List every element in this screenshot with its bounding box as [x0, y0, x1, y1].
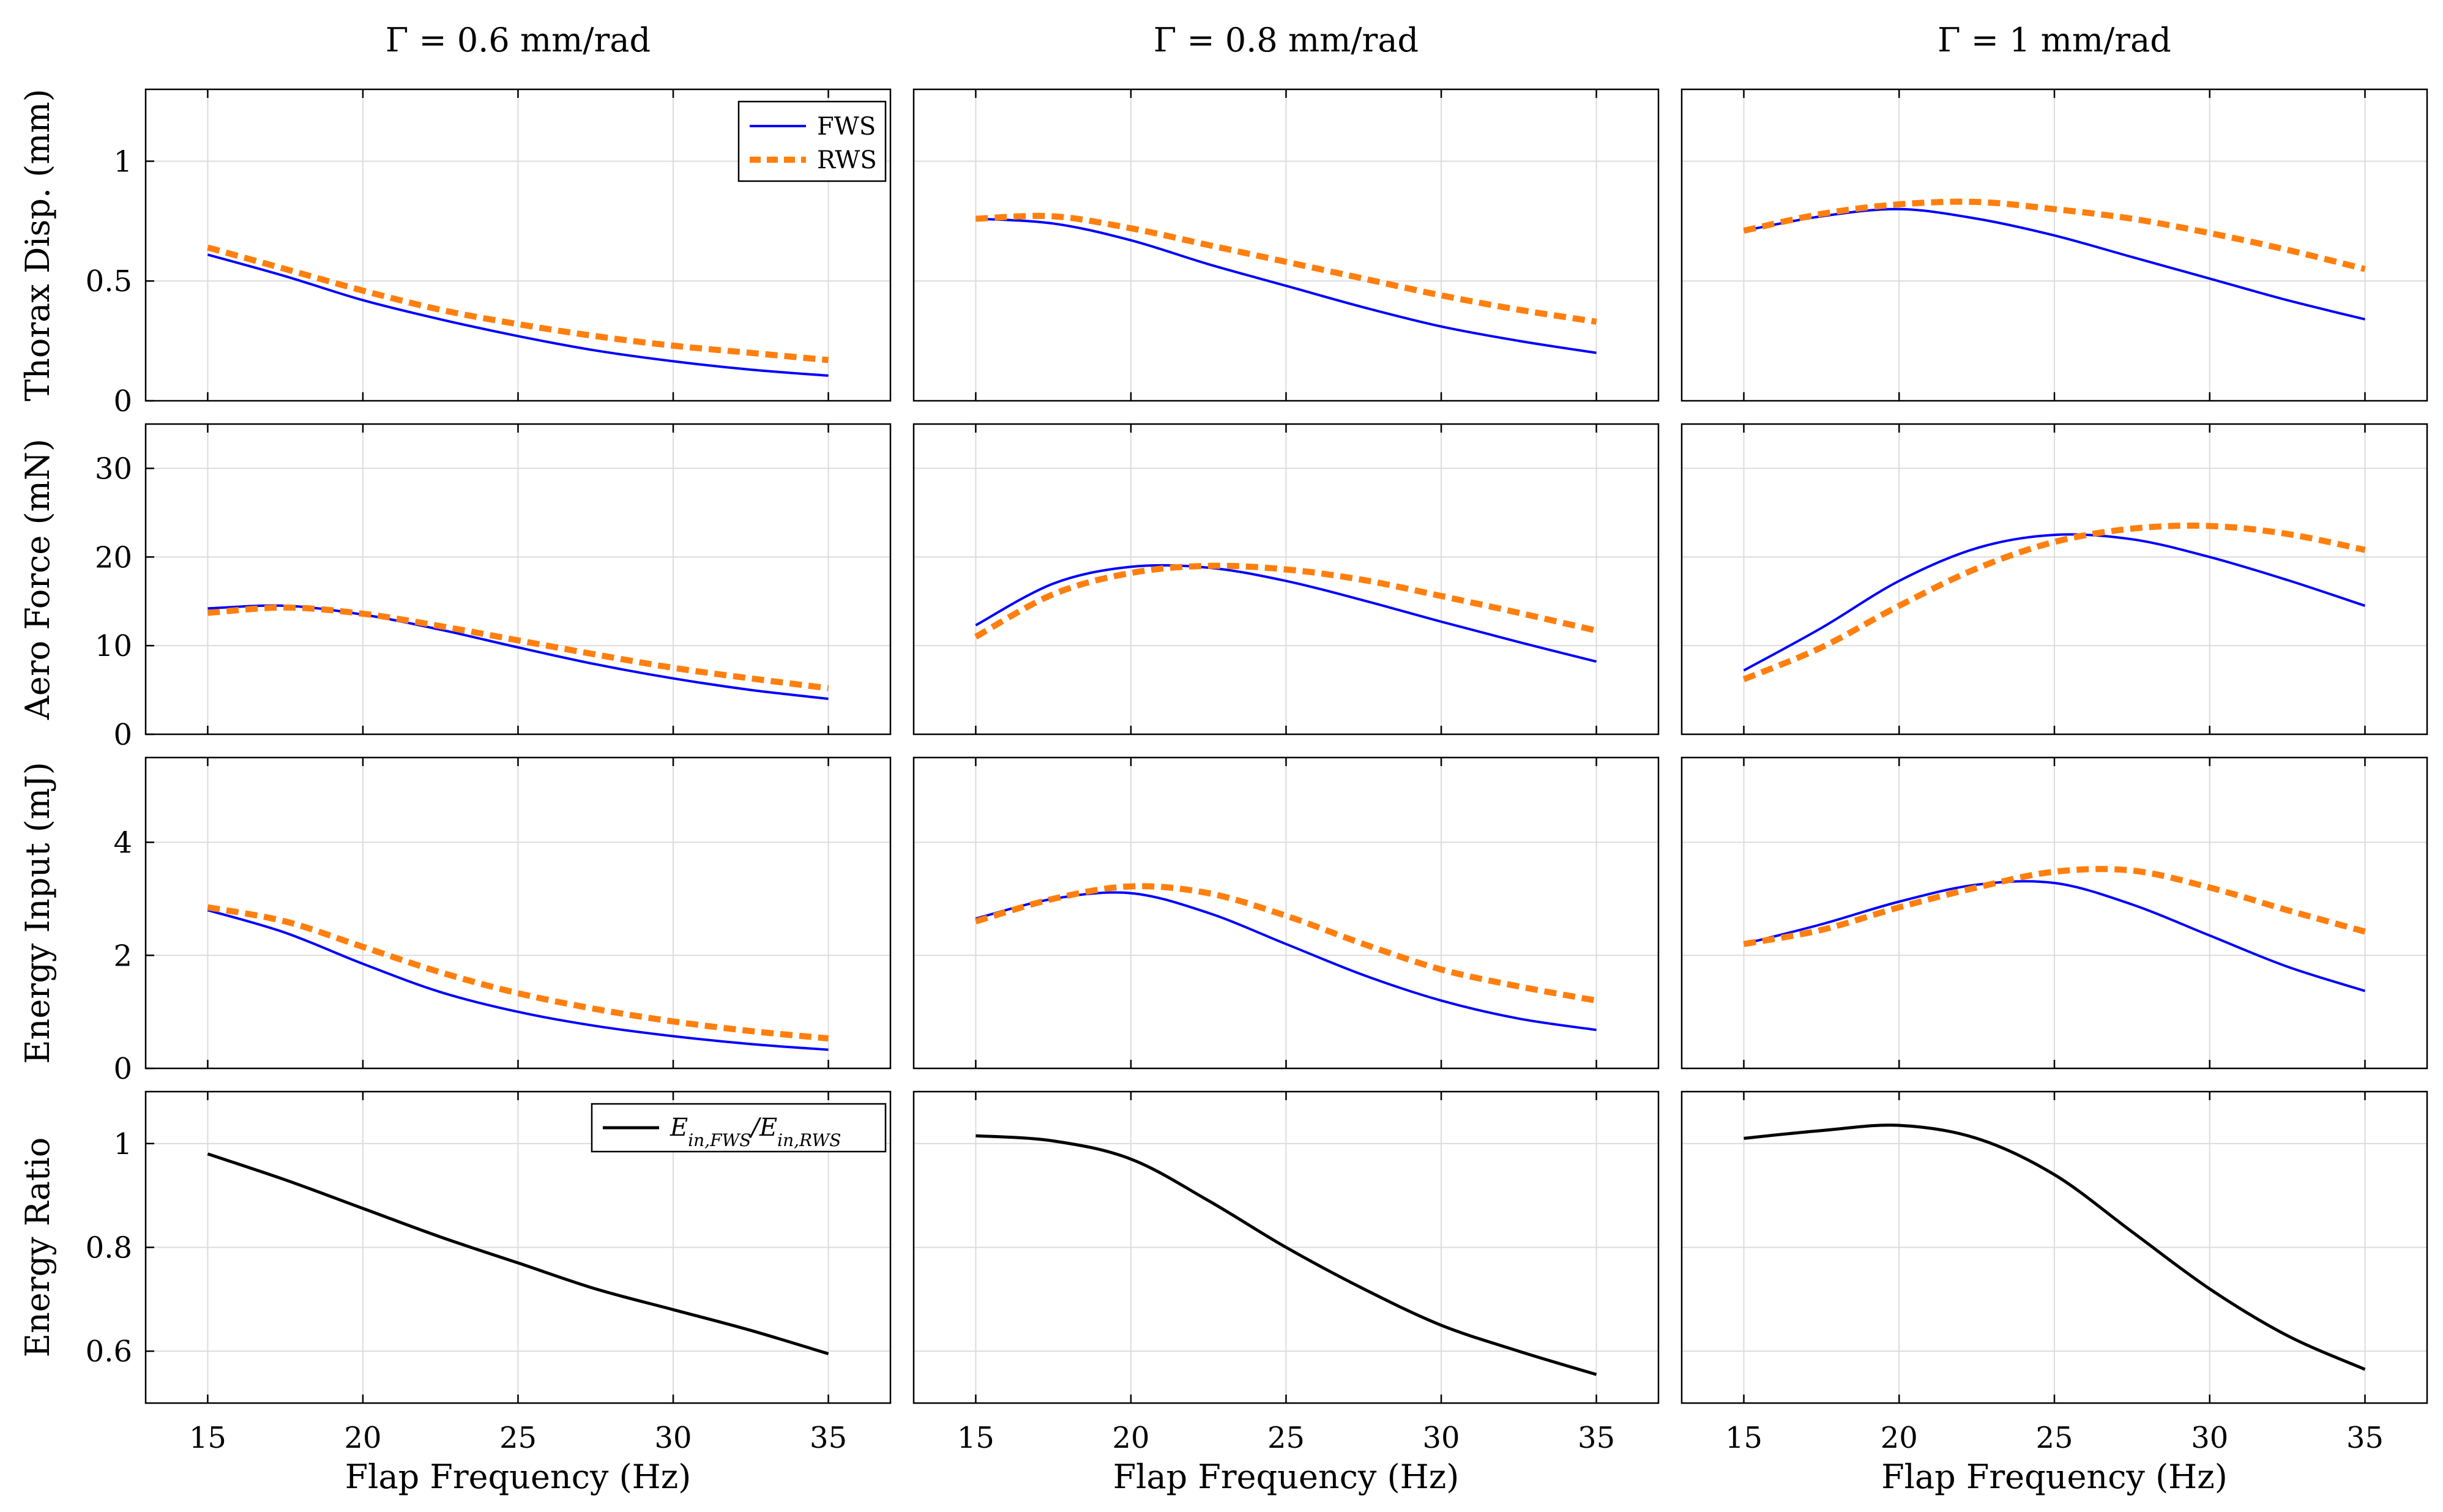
subplot-r2-c2: [1680, 756, 2428, 1070]
x-tick-label: 25: [1267, 1421, 1305, 1455]
y-tick-label: 1: [113, 144, 132, 179]
series-line-rws: [1743, 866, 2366, 947]
series-line-rws: [974, 883, 1597, 1004]
y-axis-label: Thorax Disp. (mm): [18, 89, 57, 401]
series-line-e-in-fws-e-in-rws: [1744, 1123, 2366, 1371]
subplot-r0-c1: [912, 88, 1660, 402]
column-title: Γ = 0.6 mm/rad: [386, 21, 651, 59]
y-axis-label: Aero Force (mN): [18, 439, 57, 720]
series-line-e-in-fws-e-in-rws: [975, 1134, 1597, 1376]
x-tick-label: 35: [810, 1421, 847, 1455]
x-tick-label: 25: [499, 1421, 537, 1455]
subplot-r1-c0: 0 10 20 30: [95, 423, 892, 752]
subplot-r3-c0: 0.6 0.8 1 15 20 25 30 35 Ein,FWS/Ein,RWS: [86, 1090, 892, 1455]
x-tick-label: 30: [655, 1421, 692, 1455]
series-line-fws: [207, 909, 829, 1051]
x-axis-label: Flap Frequency (Hz): [1881, 1458, 2228, 1496]
x-tick-label: 30: [1423, 1421, 1460, 1455]
series-line-fws: [1744, 880, 2366, 992]
y-axis-label: Energy Ratio: [18, 1138, 57, 1358]
y-tick-label: 0.6: [86, 1335, 132, 1369]
x-tick-label: 15: [189, 1421, 226, 1455]
subplot-r1-c2: [1680, 423, 2428, 736]
series-line-fws: [975, 564, 1597, 663]
y-tick-label: 0: [113, 718, 132, 752]
series-line-rws: [974, 562, 1597, 640]
y-tick-label: 0: [113, 384, 132, 419]
series-line-rws: [207, 244, 829, 363]
subplot-r0-c0: 0 0.5 1 FWS RWS: [86, 88, 892, 419]
subplot-r0-c2: [1680, 88, 2428, 402]
y-tick-label: 0.8: [86, 1231, 132, 1265]
subplot-r2-c1: [912, 756, 1660, 1070]
series-line-rws: [975, 212, 1597, 325]
x-tick-label: 15: [957, 1421, 994, 1455]
x-tick-label: 35: [1578, 1421, 1615, 1455]
series-line-fws: [1743, 533, 2366, 672]
subplot-r1-c1: [912, 423, 1660, 736]
y-tick-label: 10: [95, 629, 132, 663]
series-line-e-in-fws-e-in-rws: [207, 1152, 829, 1355]
y-tick-label: 20: [95, 540, 132, 575]
subplot-r2-c0: 0 2 4: [113, 756, 892, 1086]
y-tick-label: 0: [113, 1052, 132, 1086]
x-tick-label: 15: [1725, 1421, 1762, 1455]
legend: FWS RWS: [737, 100, 887, 182]
series-line-rws: [207, 904, 829, 1041]
x-tick-label: 20: [1881, 1421, 1918, 1455]
y-tick-label: 0.5: [86, 264, 132, 299]
subplot-r3-c2: 15 20 25 30 35: [1680, 1090, 2428, 1455]
legend-label: RWS: [817, 146, 877, 174]
x-axis-label: Flap Frequency (Hz): [1113, 1458, 1460, 1496]
y-tick-label: 4: [113, 826, 132, 860]
column-title: Γ = 1 mm/rad: [1938, 21, 2171, 59]
y-tick-label: 2: [113, 939, 132, 973]
x-axis-label: Flap Frequency (Hz): [345, 1458, 692, 1496]
legend-label: Ein,FWS/Ein,RWS: [669, 1114, 841, 1150]
y-axis-label: Energy Input (mJ): [18, 762, 57, 1064]
legend: Ein,FWS/Ein,RWS: [591, 1103, 887, 1153]
legend-label: FWS: [817, 113, 876, 141]
x-tick-label: 20: [344, 1421, 381, 1455]
legend-box: [737, 100, 887, 182]
y-tick-label: 1: [113, 1127, 132, 1161]
series-line-rws: [207, 604, 829, 691]
series-line-fws: [975, 217, 1597, 354]
x-tick-label: 35: [2346, 1421, 2384, 1455]
series-line-rws: [1743, 198, 2366, 272]
x-tick-label: 20: [1112, 1421, 1149, 1455]
subplot-r3-c1: 15 20 25 30 35: [912, 1090, 1660, 1455]
y-tick-label: 30: [95, 452, 132, 486]
x-tick-label: 25: [2035, 1421, 2073, 1455]
column-title: Γ = 0.8 mm/rad: [1154, 21, 1419, 59]
series-line-fws: [207, 253, 829, 377]
x-tick-label: 30: [2191, 1421, 2228, 1455]
